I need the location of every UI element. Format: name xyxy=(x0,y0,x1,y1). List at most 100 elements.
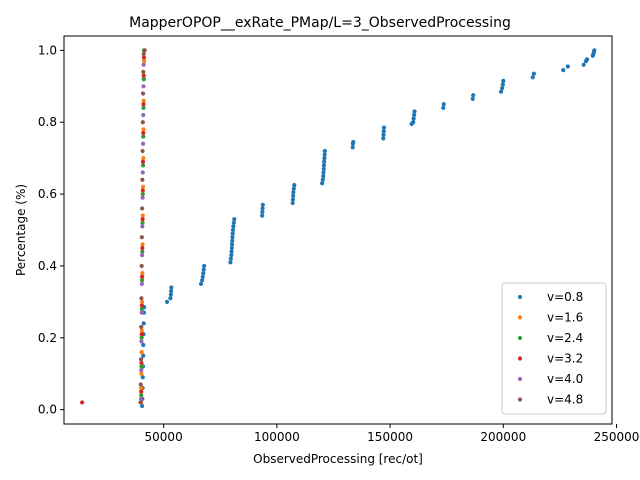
data-point xyxy=(139,310,144,315)
data-point xyxy=(140,177,145,182)
data-point xyxy=(140,278,145,283)
data-point xyxy=(140,217,145,222)
data-point xyxy=(138,400,143,405)
data-point xyxy=(290,197,296,202)
data-point xyxy=(139,281,144,286)
data-point xyxy=(139,332,144,337)
data-point xyxy=(140,184,146,189)
data-point xyxy=(230,231,235,236)
data-point xyxy=(139,328,144,333)
y-axis-label: Percentage (%) xyxy=(14,184,28,276)
data-point xyxy=(321,166,326,172)
data-point xyxy=(140,220,145,225)
x-tick-label: 200000 xyxy=(480,430,526,444)
x-tick-label: 150000 xyxy=(367,430,413,444)
series-v-4-8 xyxy=(138,48,147,405)
data-point xyxy=(142,59,147,64)
data-point xyxy=(201,267,206,272)
data-point xyxy=(350,145,355,150)
x-tick-label: 100000 xyxy=(254,430,300,444)
data-point xyxy=(140,195,145,200)
legend-frame xyxy=(501,282,607,415)
data-point xyxy=(139,235,144,240)
data-point xyxy=(141,55,147,60)
data-point xyxy=(229,249,234,254)
data-point xyxy=(138,382,143,387)
data-point xyxy=(381,136,386,141)
y-tick-label: 0.8 xyxy=(38,115,57,129)
legend-marker xyxy=(517,397,523,402)
data-point xyxy=(140,245,145,251)
data-point xyxy=(139,306,144,312)
legend-label: v=4.8 xyxy=(547,393,583,407)
data-point xyxy=(260,213,265,218)
data-point xyxy=(498,89,504,94)
y-tick-label: 0.6 xyxy=(38,187,57,201)
data-point xyxy=(138,396,144,401)
y-tick-label: 0.0 xyxy=(38,403,57,417)
data-point xyxy=(140,141,146,146)
data-point xyxy=(141,62,146,67)
data-point xyxy=(140,271,145,276)
data-point xyxy=(140,206,145,211)
data-point xyxy=(291,193,296,198)
data-point xyxy=(140,163,146,168)
data-point xyxy=(139,339,144,344)
data-point xyxy=(230,235,235,240)
data-point xyxy=(141,321,146,326)
data-point xyxy=(169,288,174,294)
data-point xyxy=(141,130,146,136)
data-point xyxy=(140,242,145,247)
x-axis: 50000 100000 150000 200000 250000 xyxy=(145,424,639,444)
data-point xyxy=(141,112,146,118)
data-point xyxy=(592,48,597,53)
data-point xyxy=(140,375,145,380)
data-point xyxy=(500,85,505,91)
data-point xyxy=(228,260,233,265)
data-point xyxy=(139,393,144,398)
data-point xyxy=(140,188,145,193)
data-point xyxy=(139,335,144,340)
legend: v=0.8 v=1.6 v=2.4 v=3.2 v=4.0 v=4.8 xyxy=(501,282,607,415)
data-point xyxy=(322,148,327,154)
data-point xyxy=(229,253,234,258)
data-point xyxy=(291,190,296,195)
data-point xyxy=(139,368,144,373)
legend-label: v=4.0 xyxy=(547,372,583,386)
plot-frame xyxy=(63,35,613,425)
data-point xyxy=(141,77,146,82)
data-point xyxy=(321,170,326,175)
data-point xyxy=(141,73,146,78)
data-point xyxy=(441,105,446,110)
data-point xyxy=(530,75,535,80)
y-tick-label: 1.0 xyxy=(38,43,57,57)
data-point xyxy=(139,360,144,366)
data-point xyxy=(198,281,204,286)
legend-marker xyxy=(517,335,523,341)
legend-marker xyxy=(517,376,523,382)
data-point xyxy=(140,253,145,258)
y-tick-label: 0.2 xyxy=(38,331,57,345)
legend-label: v=2.4 xyxy=(547,331,583,345)
legend-marker xyxy=(517,315,523,320)
data-point xyxy=(140,120,145,125)
scatter-points xyxy=(80,48,597,409)
data-point xyxy=(470,96,475,101)
data-point xyxy=(139,389,144,394)
data-point xyxy=(581,62,586,67)
legend-label: v=3.2 xyxy=(547,352,583,366)
data-point xyxy=(141,98,146,103)
data-point xyxy=(322,152,327,157)
data-point xyxy=(411,116,416,121)
data-point xyxy=(140,274,145,279)
data-point xyxy=(168,292,173,297)
data-point xyxy=(141,156,146,161)
data-point xyxy=(139,296,144,301)
data-point xyxy=(141,127,146,132)
data-point xyxy=(441,102,446,107)
data-point xyxy=(290,200,295,206)
data-point xyxy=(164,299,170,304)
data-point xyxy=(230,238,235,243)
data-point xyxy=(229,242,235,247)
